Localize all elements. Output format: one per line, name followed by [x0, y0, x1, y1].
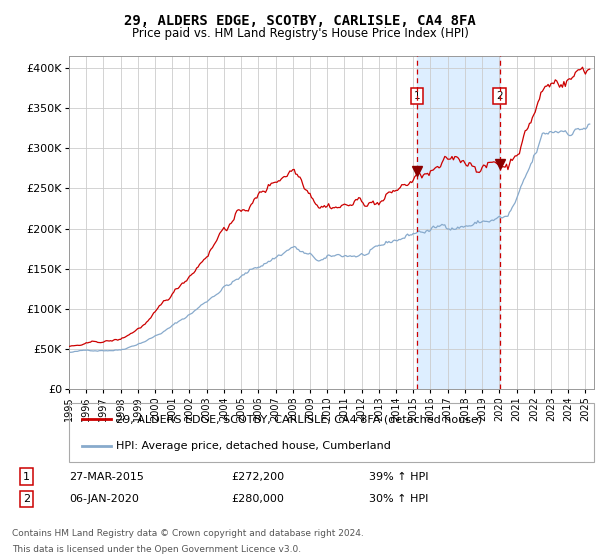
Text: 06-JAN-2020: 06-JAN-2020 — [70, 494, 139, 504]
Text: 2: 2 — [496, 91, 503, 101]
Text: Price paid vs. HM Land Registry's House Price Index (HPI): Price paid vs. HM Land Registry's House … — [131, 27, 469, 40]
Bar — [417, 56, 500, 389]
Text: 1: 1 — [414, 91, 421, 101]
Text: Contains HM Land Registry data © Crown copyright and database right 2024.: Contains HM Land Registry data © Crown c… — [12, 529, 364, 538]
Text: 30% ↑ HPI: 30% ↑ HPI — [369, 494, 428, 504]
Text: 27-MAR-2015: 27-MAR-2015 — [70, 472, 145, 482]
Text: 39% ↑ HPI: 39% ↑ HPI — [369, 472, 428, 482]
Text: 29, ALDERS EDGE, SCOTBY, CARLISLE, CA4 8FA: 29, ALDERS EDGE, SCOTBY, CARLISLE, CA4 8… — [124, 14, 476, 28]
Text: 1: 1 — [23, 472, 30, 482]
Text: £280,000: £280,000 — [231, 494, 284, 504]
Text: £272,200: £272,200 — [231, 472, 284, 482]
Text: 29, ALDERS EDGE, SCOTBY, CARLISLE, CA4 8FA (detached house): 29, ALDERS EDGE, SCOTBY, CARLISLE, CA4 8… — [116, 414, 482, 424]
Text: HPI: Average price, detached house, Cumberland: HPI: Average price, detached house, Cumb… — [116, 441, 391, 451]
Text: This data is licensed under the Open Government Licence v3.0.: This data is licensed under the Open Gov… — [12, 545, 301, 554]
Text: 2: 2 — [23, 494, 30, 504]
